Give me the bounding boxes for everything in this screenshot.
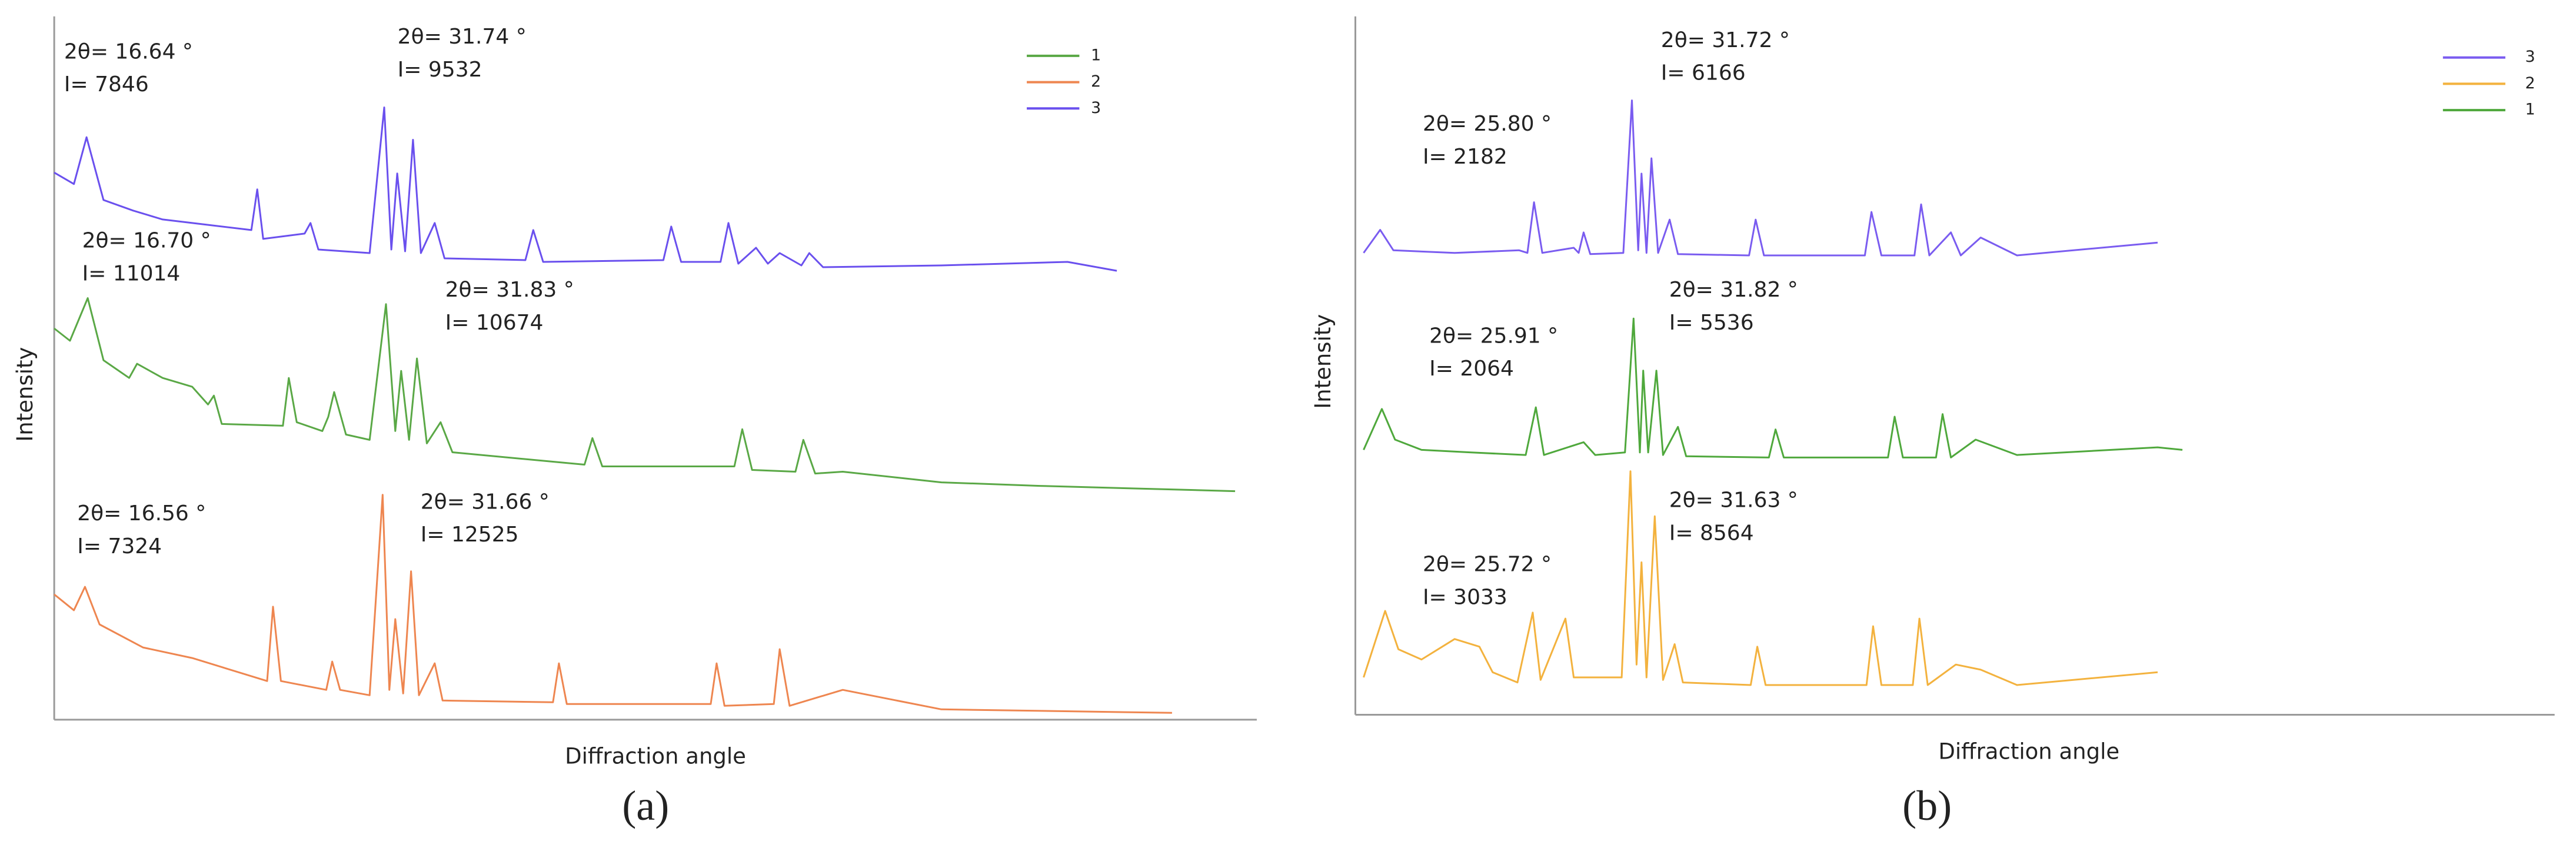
peak-annotation: I= 3033 bbox=[1423, 585, 1507, 609]
spectrum-line bbox=[54, 107, 1117, 272]
spectrum-line bbox=[54, 494, 1172, 714]
peak-annotation: 2θ= 31.83 ° bbox=[445, 278, 574, 302]
legend-label: 2 bbox=[1091, 72, 1101, 91]
legend-label: 1 bbox=[1091, 46, 1101, 64]
peak-annotation: 2θ= 16.64 ° bbox=[64, 39, 193, 64]
spectrum-line bbox=[1363, 470, 2158, 686]
peak-annotation: 2θ= 16.56 ° bbox=[77, 501, 206, 526]
peak-annotation: I= 9532 bbox=[398, 58, 482, 82]
peak-annotation: 2θ= 25.72 ° bbox=[1423, 552, 1552, 576]
y-axis-label: Intensity bbox=[12, 347, 38, 442]
peak-annotation: I= 7846 bbox=[64, 72, 149, 97]
peak-annotation: I= 8564 bbox=[1669, 521, 1754, 545]
peak-annotation: 2θ= 16.70 ° bbox=[82, 228, 211, 252]
legend-label: 3 bbox=[1091, 99, 1101, 117]
peak-annotation: I= 6166 bbox=[1661, 61, 1746, 85]
peak-annotation: 2θ= 31.63 ° bbox=[1669, 488, 1798, 513]
peak-annotation: I= 5536 bbox=[1669, 311, 1754, 335]
spectrum-line bbox=[54, 297, 1236, 493]
spectrum-line bbox=[1363, 99, 2158, 257]
legend-label: 1 bbox=[2525, 101, 2535, 119]
x-axis-label: Diffraction angle bbox=[565, 744, 746, 769]
peak-annotation: 2θ= 31.66 ° bbox=[421, 490, 550, 514]
peak-annotation: I= 7324 bbox=[77, 534, 162, 559]
peak-annotation: 2θ= 31.74 ° bbox=[398, 25, 527, 49]
peak-annotation: 2θ= 31.72 ° bbox=[1661, 28, 1790, 52]
panel-label: (b) bbox=[1902, 782, 1952, 829]
legend-label: 3 bbox=[2525, 48, 2535, 66]
x-axis-label: Diffraction angle bbox=[1938, 739, 2119, 764]
peak-annotation: I= 11014 bbox=[82, 261, 181, 285]
peak-annotation: I= 12525 bbox=[421, 523, 519, 547]
legend-label: 2 bbox=[2525, 74, 2535, 92]
peak-annotation: 2θ= 31.82 ° bbox=[1669, 278, 1798, 302]
spectrum-line bbox=[1363, 317, 2183, 458]
panel-label: (a) bbox=[622, 782, 669, 829]
peak-annotation: I= 2064 bbox=[1429, 357, 1514, 381]
y-axis-label: Intensity bbox=[1310, 314, 1336, 409]
peak-annotation: 2θ= 25.91 ° bbox=[1429, 324, 1558, 348]
peak-annotation: I= 2182 bbox=[1423, 145, 1507, 169]
peak-annotation: 2θ= 25.80 ° bbox=[1423, 112, 1552, 136]
peak-annotation: I= 10674 bbox=[445, 311, 544, 335]
